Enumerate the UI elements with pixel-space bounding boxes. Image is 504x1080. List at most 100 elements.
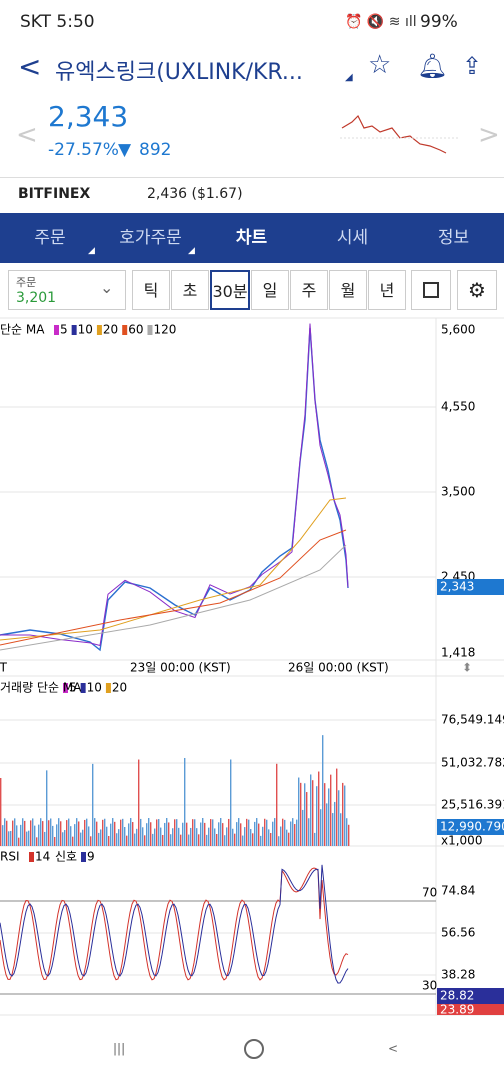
status-icons: ⏰ 🔇 ≋ ıll xyxy=(345,14,417,30)
legend-item: 10 xyxy=(78,323,93,337)
volume-bar xyxy=(176,819,178,846)
tab[interactable]: 주문 xyxy=(34,228,66,248)
volume-bar xyxy=(318,771,320,846)
interval-button[interactable]: 일 xyxy=(251,270,289,310)
favorite-button[interactable]: ☆ xyxy=(368,50,392,80)
volume-bar xyxy=(206,834,208,846)
share-button[interactable]: ⇪ xyxy=(462,52,483,80)
tab[interactable]: 정보 xyxy=(437,228,470,248)
y-label: 4,550 xyxy=(441,400,475,414)
current-box xyxy=(437,819,504,835)
legend-item: 14 xyxy=(35,850,50,864)
legend-item: 60 xyxy=(128,323,143,337)
volume-bar xyxy=(188,834,190,846)
volume-bar xyxy=(268,829,270,846)
order-select-label: 주문 xyxy=(16,276,37,289)
volume-bar xyxy=(232,828,234,846)
volume-bar xyxy=(292,818,294,846)
x-label: ST xyxy=(0,661,8,675)
volume-bar xyxy=(126,835,128,846)
volume-bar xyxy=(300,782,302,846)
volume-bar xyxy=(312,780,314,846)
volume-bar xyxy=(274,818,276,846)
volume-bar xyxy=(336,768,338,846)
legend-swatch xyxy=(81,852,86,862)
chart-lines xyxy=(0,323,350,984)
interval-button[interactable]: 틱 xyxy=(132,270,170,310)
volume-bar xyxy=(170,834,172,846)
interval-button[interactable]: 년 xyxy=(368,270,406,310)
coin-title[interactable]: 유엑스링크(UXLINK/KR... xyxy=(55,60,303,85)
volume-bar xyxy=(166,818,168,846)
level-label: 70 xyxy=(422,886,437,900)
current-label: 2,343 xyxy=(440,580,474,594)
next-coin[interactable]: > xyxy=(478,120,500,150)
volume-bar xyxy=(98,832,100,846)
volume-bar xyxy=(186,822,188,846)
chart-line xyxy=(0,529,347,646)
change-arrow: ▼ xyxy=(118,140,132,160)
volume-bar xyxy=(228,818,230,846)
volume-bar xyxy=(252,833,254,846)
back-nav[interactable]: < xyxy=(388,1042,398,1056)
legend-swatch xyxy=(147,325,153,335)
volume-bar xyxy=(108,835,110,846)
legend-swatch xyxy=(122,325,128,335)
current-label: 28.82 xyxy=(440,989,474,1003)
volume-bar xyxy=(136,828,138,846)
prev-coin[interactable]: < xyxy=(16,120,38,150)
volume-bar xyxy=(276,763,278,846)
volume-bar xyxy=(220,818,222,846)
tab[interactable]: 호가주문 xyxy=(119,228,182,248)
resize-handle[interactable]: ⬍ xyxy=(462,661,472,675)
volume-bar xyxy=(174,819,176,846)
volume-bar xyxy=(16,825,18,846)
order-select-value: 3,201 xyxy=(16,290,57,306)
interval-button[interactable]: 초 xyxy=(171,270,209,310)
legend-swatch xyxy=(29,852,34,862)
volume-bar xyxy=(248,819,250,846)
chart-line xyxy=(0,544,347,651)
interval-button[interactable]: 월 xyxy=(329,270,367,310)
volume-bar xyxy=(314,832,316,846)
back-button[interactable]: < xyxy=(18,50,42,83)
volume-bar xyxy=(162,834,164,846)
status-time: SKT 5:50 xyxy=(20,12,95,32)
volume-bar xyxy=(132,822,134,846)
volume-bar xyxy=(14,818,16,846)
volume-bar xyxy=(344,785,346,846)
recent-apps[interactable]: ||| xyxy=(113,1042,125,1056)
interval-button[interactable]: 주 xyxy=(290,270,328,310)
volume-bar xyxy=(58,818,60,846)
tab-bar xyxy=(0,213,504,263)
volume-bar xyxy=(224,835,226,846)
volume-bar xyxy=(262,826,264,846)
battery: 99% xyxy=(420,12,458,32)
volume-bar xyxy=(10,830,12,846)
title-dropdown[interactable]: ◢ xyxy=(345,72,353,83)
volume-bar xyxy=(226,827,228,846)
volume-bar xyxy=(82,829,84,846)
home-button[interactable] xyxy=(244,1039,264,1059)
layout-button[interactable] xyxy=(411,270,451,310)
order-select[interactable] xyxy=(8,270,126,310)
settings-button[interactable]: ⚙ xyxy=(457,270,497,310)
interval-button[interactable]: 30분 xyxy=(210,270,250,310)
volume-bar xyxy=(334,801,336,846)
x-label: 23일 00:00 (KST) xyxy=(130,661,231,675)
change-amount: 892 xyxy=(139,140,172,160)
legend-item: 10 xyxy=(87,681,102,695)
volume-bar xyxy=(60,821,62,846)
legend-item: 120 xyxy=(153,323,176,337)
volume-bar xyxy=(18,837,20,846)
volume-bar xyxy=(184,758,186,846)
alarm-button[interactable]: 🔔︎ xyxy=(417,52,448,80)
y-label: 76,549.149 xyxy=(441,713,504,727)
tab[interactable]: 시세 xyxy=(336,228,369,248)
volume-bar xyxy=(270,833,272,846)
level-label: 30 xyxy=(422,979,437,993)
tab-dropdown: ◢ xyxy=(88,246,95,256)
volume-bar xyxy=(304,783,306,846)
volume-bar xyxy=(46,770,48,846)
tab[interactable]: 차트 xyxy=(235,228,268,248)
